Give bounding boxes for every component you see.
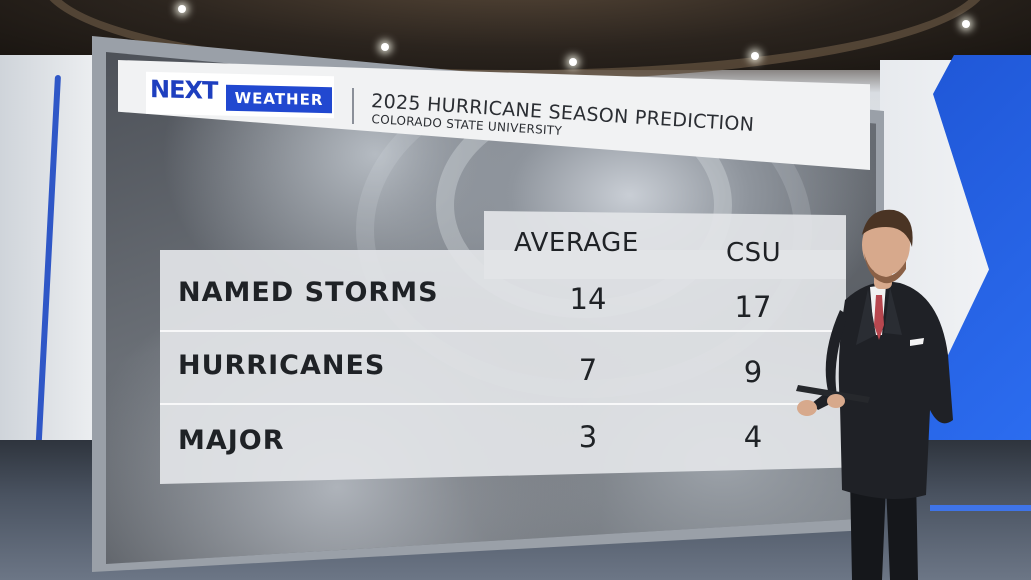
left-wall	[0, 55, 100, 495]
cell-hurricanes-csu: 9	[743, 355, 763, 389]
header-divider	[352, 88, 354, 124]
prediction-table	[160, 250, 846, 484]
row-label-hurricanes: HURRICANES	[178, 350, 386, 381]
ceiling-light	[751, 52, 759, 60]
ceiling-light	[962, 20, 970, 28]
column-header-csu: CSU	[726, 238, 782, 268]
row-label-named-storms: NAMED STORMS	[178, 277, 439, 308]
ceiling-light	[381, 43, 389, 51]
row-label-major: MAJOR	[178, 425, 285, 456]
left-wall-stripe	[32, 75, 62, 495]
next-weather-logo: NEXT	[150, 75, 218, 105]
floor-stripe	[930, 505, 1031, 511]
cell-named-storms-csu: 17	[734, 290, 772, 324]
row-divider	[160, 330, 846, 332]
ceiling-light	[569, 58, 577, 66]
weather-logo-badge: WEATHER	[226, 84, 332, 114]
column-header-average: AVERAGE	[514, 228, 639, 258]
presenter	[796, 209, 953, 580]
cell-named-storms-average: 14	[569, 282, 607, 316]
cell-hurricanes-average: 7	[578, 353, 598, 387]
cell-major-csu: 4	[743, 420, 763, 454]
row-divider	[160, 403, 846, 405]
ceiling-light	[178, 5, 186, 13]
cell-major-average: 3	[578, 420, 598, 454]
